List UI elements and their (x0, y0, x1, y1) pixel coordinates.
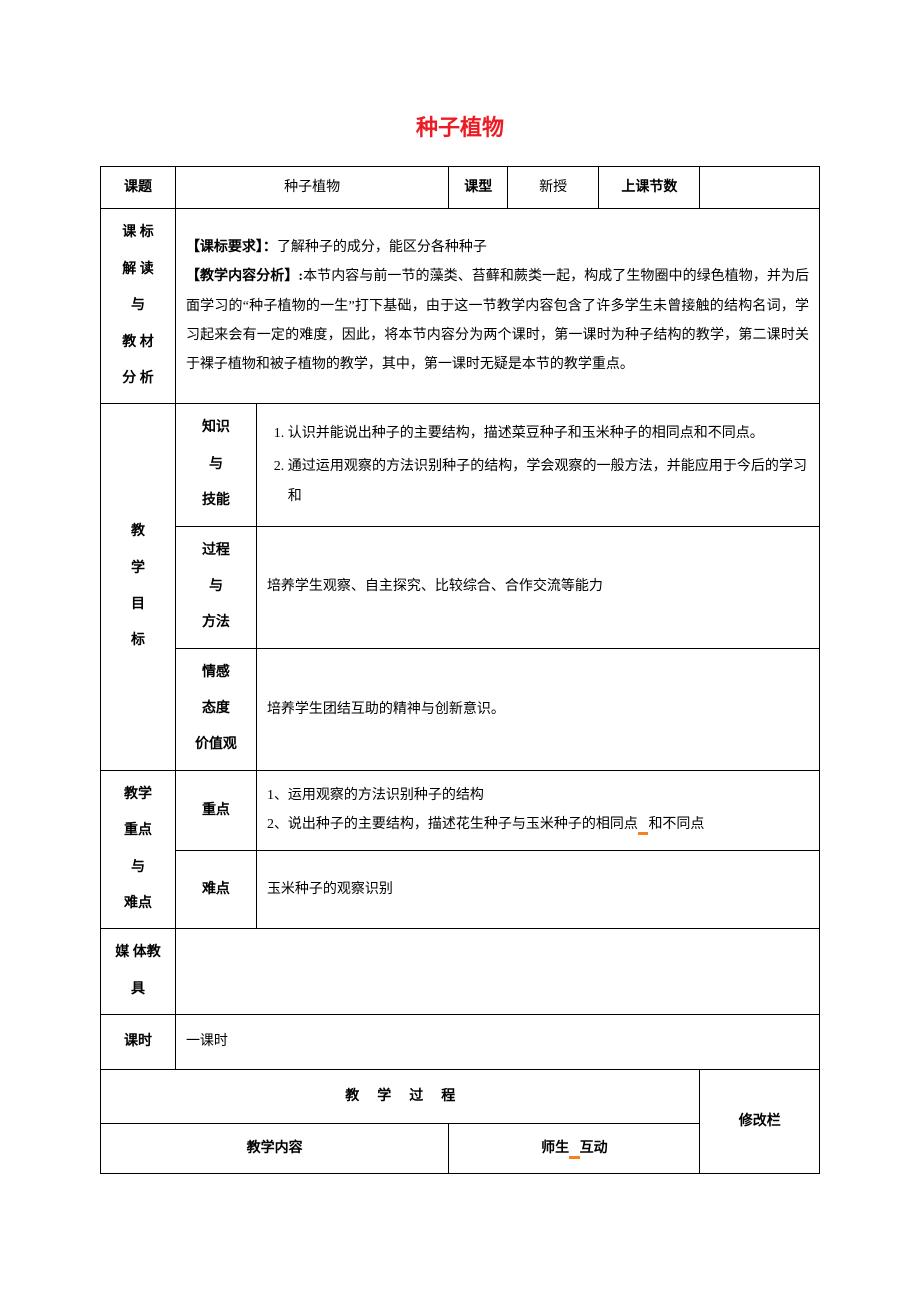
key-line-2-post: 和不同点 (648, 817, 704, 832)
label-line: 课 标 (103, 215, 173, 251)
sublabel-knowledge: 知识 与 技能 (175, 404, 256, 526)
sublabel-attitude: 情感 态度 价值观 (175, 648, 256, 770)
label-keypoints: 教学 重点 与 难点 (101, 770, 176, 929)
label-line: 解 读 (103, 252, 173, 288)
label-line: 媒 体教 (103, 935, 173, 971)
label-class-type: 课型 (449, 167, 508, 209)
value-topic: 种子植物 (175, 167, 448, 209)
table-row: 过程 与 方法 培养学生观察、自主探究、比较综合、合作交流等能力 (101, 526, 820, 648)
underline-accent (569, 1141, 580, 1159)
label-line: 价值观 (178, 727, 254, 763)
knowledge-content: 认识并能说出种子的主要结构，描述菜豆种子和玉米种子的相同点和不同点。 通过运用观… (256, 404, 819, 526)
label-line: 教学 (103, 777, 173, 813)
label-media: 媒 体教 具 (101, 929, 176, 1015)
requirement-label: 【课标要求】： (186, 240, 277, 255)
label-line: 重点 (103, 813, 173, 849)
process-sub-right: 师生 互动 (449, 1123, 700, 1173)
media-content (175, 929, 819, 1015)
label-revision: 修改栏 (700, 1069, 820, 1174)
label-standards: 课 标 解 读 与 教 材 分 析 (101, 209, 176, 404)
requirement-text: 了解种子的成分，能区分各种种子 (277, 240, 487, 255)
table-row: 媒 体教 具 (101, 929, 820, 1015)
process-content: 培养学生观察、自主探究、比较综合、合作交流等能力 (256, 526, 819, 648)
sublabel-process: 过程 与 方法 (175, 526, 256, 648)
label-line: 过程 (178, 533, 254, 569)
key-line-1: 1、运用观察的方法识别种子的结构 (267, 788, 484, 803)
sub-right-pre: 师生 (541, 1141, 569, 1156)
table-row: 课时 一课时 (101, 1015, 820, 1069)
value-lesson-count (700, 167, 820, 209)
table-row: 教学过程 修改栏 (101, 1069, 820, 1123)
label-line: 难点 (103, 886, 173, 922)
label-line: 与 (103, 850, 173, 886)
content-label: 【教学内容分析】: (186, 269, 303, 284)
label-objectives: 教 学 目 标 (101, 404, 176, 771)
label-line: 目 (103, 587, 173, 623)
label-line: 方法 (178, 605, 254, 641)
lesson-plan-page: 种子植物 课题 种子植物 课型 新授 上课节数 课 标 解 读 与 (0, 0, 920, 1234)
table-row: 课题 种子植物 课型 新授 上课节数 (101, 167, 820, 209)
label-topic: 课题 (101, 167, 176, 209)
sublabel-key: 重点 (175, 770, 256, 850)
periods-content: 一课时 (175, 1015, 819, 1069)
list-item: 认识并能说出种子的主要结构，描述菜豆种子和玉米种子的相同点和不同点。 (288, 419, 815, 448)
label-lesson-count: 上课节数 (599, 167, 700, 209)
standards-content: 【课标要求】：了解种子的成分，能区分各种种子 【教学内容分析】:本节内容与前一节… (175, 209, 819, 404)
label-line: 与 (178, 447, 254, 483)
label-line: 技能 (178, 483, 254, 519)
table-row: 难点 玉米种子的观察识别 (101, 850, 820, 929)
key-line-2-pre: 2、说出种子的主要结构，描述花生种子与玉米种子的相同点 (267, 817, 638, 832)
list-item: 通过运用观察的方法识别种子的结构，学会观察的一般方法，并能应用于今后的学习和 (288, 452, 815, 511)
page-title: 种子植物 (100, 110, 820, 142)
lesson-plan-table: 课题 种子植物 课型 新授 上课节数 课 标 解 读 与 教 材 分 析 【课标… (100, 166, 820, 1174)
key-content: 1、运用观察的方法识别种子的结构 2、说出种子的主要结构，描述花生种子与玉米种子… (256, 770, 819, 850)
label-line: 教 材 (103, 325, 173, 361)
table-row: 教学 重点 与 难点 重点 1、运用观察的方法识别种子的结构 2、说出种子的主要… (101, 770, 820, 850)
label-line: 知识 (178, 410, 254, 446)
sublabel-difficulty: 难点 (175, 850, 256, 929)
label-line: 分 析 (103, 361, 173, 397)
label-line: 情感 (178, 655, 254, 691)
label-line: 学 (103, 551, 173, 587)
label-line: 教 (103, 514, 173, 550)
label-periods: 课时 (101, 1015, 176, 1069)
label-line: 具 (103, 972, 173, 1008)
table-row: 情感 态度 价值观 培养学生团结互助的精神与创新意识。 (101, 648, 820, 770)
sub-right-post: 互动 (580, 1141, 608, 1156)
table-row: 教 学 目 标 知识 与 技能 认识并能说出种子的主要结构，描述菜豆种子和玉米种… (101, 404, 820, 526)
difficulty-content: 玉米种子的观察识别 (256, 850, 819, 929)
content-text: 本节内容与前一节的藻类、苔藓和蕨类一起，构成了生物圈中的绿色植物，并为后面学习的… (186, 269, 809, 372)
label-line: 与 (178, 569, 254, 605)
label-line: 标 (103, 623, 173, 659)
knowledge-list: 认识并能说出种子的主要结构，描述菜豆种子和玉米种子的相同点和不同点。 通过运用观… (257, 419, 815, 511)
label-line: 与 (103, 288, 173, 324)
label-line: 态度 (178, 691, 254, 727)
value-class-type: 新授 (508, 167, 599, 209)
process-header: 教学过程 (101, 1069, 700, 1123)
table-row: 课 标 解 读 与 教 材 分 析 【课标要求】：了解种子的成分，能区分各种种子… (101, 209, 820, 404)
attitude-content: 培养学生团结互助的精神与创新意识。 (256, 648, 819, 770)
underline-accent (638, 817, 649, 835)
process-sub-left: 教学内容 (101, 1123, 449, 1173)
